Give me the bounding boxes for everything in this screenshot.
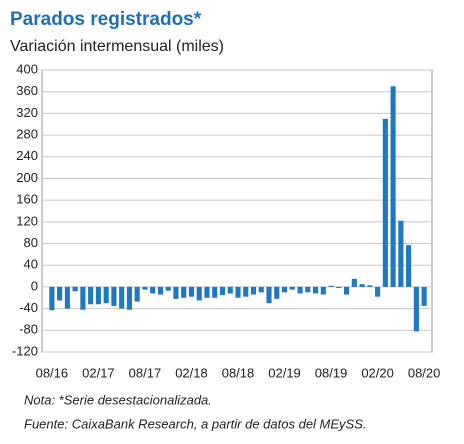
y-tick-label: -120 <box>12 343 38 358</box>
x-tick-label: 08/16 <box>36 365 69 380</box>
y-tick-label: 320 <box>16 105 38 120</box>
bar <box>312 286 319 294</box>
bar <box>204 286 210 298</box>
bar <box>289 286 295 290</box>
y-tick-label: 160 <box>16 192 38 207</box>
bar <box>406 245 412 287</box>
source: Fuente: CaixaBank Research, a partir de … <box>24 416 367 431</box>
bar <box>103 286 109 304</box>
bar <box>188 286 195 297</box>
bar <box>382 118 388 287</box>
bar <box>336 286 342 289</box>
bar <box>181 286 187 298</box>
bar <box>297 286 303 294</box>
bar <box>57 286 63 301</box>
bar <box>142 286 148 290</box>
bar <box>165 286 171 291</box>
bar <box>351 278 357 287</box>
x-tick-label: 08/18 <box>222 365 255 380</box>
x-tick-label: 02/19 <box>268 365 301 380</box>
y-tick-label: 200 <box>16 170 38 185</box>
chart-title: Parados registrados* <box>10 9 202 30</box>
y-tick-label: 360 <box>16 83 38 98</box>
x-tick-label: 08/19 <box>315 365 348 380</box>
bar <box>320 286 326 295</box>
bar <box>134 286 140 302</box>
bar <box>80 286 86 310</box>
x-tick-label: 02/20 <box>361 365 394 380</box>
bar <box>212 286 218 298</box>
x-tick-label: 02/17 <box>82 365 115 380</box>
y-tick-label: 400 <box>16 61 38 76</box>
bar <box>95 286 101 305</box>
bar <box>328 285 334 287</box>
bar <box>126 286 132 310</box>
bar <box>305 286 311 293</box>
bar <box>111 286 117 306</box>
y-tick-label: -80 <box>19 322 38 337</box>
bar <box>243 286 249 297</box>
bar <box>173 286 179 299</box>
bar <box>274 286 280 299</box>
bar <box>64 286 70 309</box>
bar <box>227 286 233 294</box>
bar <box>119 286 125 309</box>
note: Nota: *Serie desestacionalizada. <box>24 392 212 407</box>
x-tick-label: 08/20 <box>408 365 441 380</box>
chart-subtitle: Variación intermensual (miles) <box>10 38 224 55</box>
plot-frame <box>41 69 433 353</box>
y-tick-label: 120 <box>16 213 38 228</box>
bar <box>281 286 288 293</box>
y-tick-label: 40 <box>24 257 38 272</box>
bar <box>150 286 156 294</box>
y-tick-label: 280 <box>16 127 38 142</box>
bar <box>398 220 404 287</box>
x-tick-label: 08/17 <box>129 365 162 380</box>
bar <box>250 286 257 295</box>
bar <box>367 285 373 287</box>
bar <box>413 286 419 332</box>
bar <box>219 286 226 296</box>
bar <box>266 286 272 304</box>
bar <box>49 286 55 311</box>
bar <box>72 286 78 292</box>
y-tick-label: -40 <box>19 300 38 315</box>
y-tick-label: 240 <box>16 148 38 163</box>
bar <box>344 286 350 295</box>
bar <box>88 286 94 305</box>
bar <box>359 284 365 287</box>
y-tick-label: 80 <box>24 235 38 250</box>
bar <box>390 86 396 287</box>
y-tick-label: 0 <box>31 278 38 293</box>
bar <box>258 286 264 293</box>
bar <box>196 286 202 301</box>
bar <box>375 286 381 297</box>
bar <box>157 286 164 295</box>
bar <box>235 286 241 298</box>
bar <box>421 286 427 306</box>
x-tick-label: 02/18 <box>175 365 208 380</box>
